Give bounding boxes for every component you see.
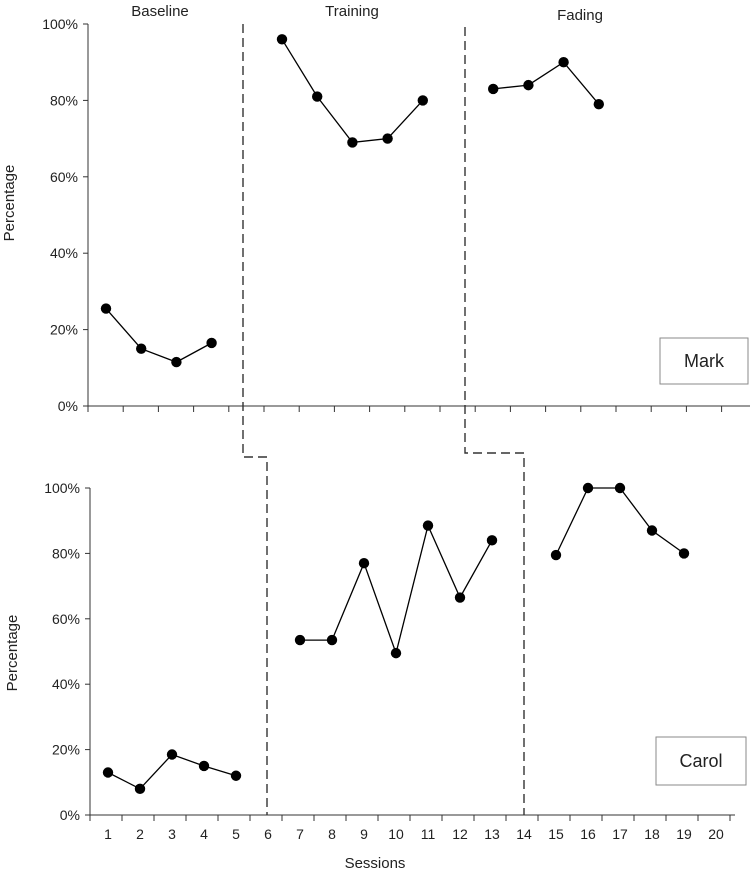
x-tick-label: 14 bbox=[516, 826, 532, 842]
data-point-mark-training bbox=[312, 91, 323, 102]
data-point-carol-training bbox=[422, 520, 434, 531]
phase-change-line-baseline-training bbox=[242, 24, 268, 815]
data-point-mark-training bbox=[417, 95, 428, 106]
phase-label-training: Training bbox=[325, 3, 379, 20]
participant-box-carol-frame bbox=[655, 736, 747, 786]
y-tick-label-carol: 80% bbox=[52, 545, 80, 561]
x-tick-label: 3 bbox=[168, 826, 176, 842]
data-point-carol-baseline bbox=[230, 770, 242, 781]
series-line-mark-baseline bbox=[105, 308, 212, 363]
data-point-carol-training bbox=[486, 535, 498, 546]
x-tick-label: 9 bbox=[360, 826, 368, 842]
data-point-carol-fading bbox=[550, 549, 562, 561]
x-tick-label: 13 bbox=[484, 826, 500, 842]
data-point-carol-training bbox=[390, 647, 402, 659]
x-tick-label: 16 bbox=[580, 826, 596, 842]
data-point-mark-baseline bbox=[171, 356, 182, 368]
data-point-carol-training bbox=[326, 634, 338, 646]
y-tick-label-mark: 80% bbox=[50, 92, 78, 108]
participant-box-mark-frame bbox=[659, 337, 749, 385]
y-tick-label-mark: 0% bbox=[58, 398, 78, 414]
participant-label-mark: Mark bbox=[684, 351, 725, 371]
x-tick-label: 11 bbox=[421, 826, 436, 842]
y-tick-label-mark: 40% bbox=[50, 245, 78, 261]
y-tick-label-carol: 20% bbox=[52, 742, 80, 758]
data-point-carol-training bbox=[454, 592, 466, 603]
y-axis-label-mark: Percentage bbox=[1, 165, 18, 242]
data-point-mark-training bbox=[276, 34, 288, 45]
data-point-mark-baseline bbox=[100, 303, 112, 314]
x-tick-label: 1 bbox=[104, 826, 112, 842]
series-line-carol-training bbox=[300, 523, 493, 656]
data-point-mark-baseline bbox=[136, 343, 147, 354]
x-tick-label: 8 bbox=[328, 826, 336, 842]
data-point-carol-fading bbox=[582, 482, 594, 494]
x-tick-label: 19 bbox=[676, 826, 692, 842]
data-point-carol-baseline bbox=[198, 760, 210, 772]
x-tick-label: 18 bbox=[644, 826, 660, 842]
data-point-carol-baseline bbox=[134, 783, 146, 795]
x-tick-label: 10 bbox=[388, 826, 404, 842]
phase-change-lines bbox=[242, 24, 525, 815]
x-tick-label: 2 bbox=[136, 826, 144, 842]
x-tick-label: 7 bbox=[296, 826, 304, 842]
data-point-carol-fading bbox=[678, 548, 690, 559]
participant-label-carol: Carol bbox=[679, 751, 722, 771]
series-line-carol-fading bbox=[555, 487, 685, 556]
phase-label-baseline: Baseline bbox=[131, 3, 189, 20]
data-point-carol-baseline bbox=[102, 767, 114, 778]
x-tick-label: 6 bbox=[264, 826, 272, 842]
data-point-carol-fading bbox=[646, 525, 658, 536]
data-point-mark-fading bbox=[523, 79, 534, 91]
series-mark bbox=[100, 34, 604, 368]
y-tick-label-carol: 40% bbox=[52, 676, 80, 692]
series-carol bbox=[102, 482, 690, 795]
x-axis-label: Sessions bbox=[345, 855, 406, 872]
x-tick-label: 5 bbox=[232, 826, 240, 842]
y-tick-label-mark: 60% bbox=[50, 169, 78, 185]
phase-label-fading: Fading bbox=[557, 7, 603, 24]
y-tick-label-mark: 100% bbox=[42, 16, 78, 32]
data-point-carol-baseline bbox=[166, 749, 178, 760]
x-tick-label: 15 bbox=[548, 826, 564, 842]
data-point-carol-training bbox=[294, 634, 306, 646]
phase-change-line-training-fading bbox=[464, 27, 525, 815]
participant-box-carol: Carol bbox=[655, 736, 747, 786]
panel-carol: Percentage 0%20%40%60%80%100%1 2 3 4 5 6 7 8 9 10… bbox=[4, 480, 747, 872]
x-tick-label: 4 bbox=[200, 826, 208, 842]
data-point-mark-baseline bbox=[206, 337, 217, 349]
y-axis-label-carol: Percentage bbox=[4, 615, 21, 692]
data-point-mark-fading bbox=[593, 99, 604, 110]
y-tick-label-carol: 0% bbox=[60, 807, 80, 823]
data-point-carol-training bbox=[358, 558, 370, 569]
data-point-mark-training bbox=[382, 133, 393, 144]
data-point-mark-fading bbox=[558, 57, 569, 68]
series-line-mark-fading bbox=[493, 61, 600, 105]
data-point-mark-training bbox=[347, 137, 358, 148]
y-tick-label-carol: 100% bbox=[44, 480, 80, 496]
series-line-mark-training bbox=[281, 38, 424, 144]
data-point-mark-fading bbox=[488, 83, 499, 95]
y-tick-label-mark: 20% bbox=[50, 322, 78, 338]
axes-mark: 0% 20% 40% 60% 80% 100% bbox=[42, 16, 750, 414]
panel-mark: Percentage 0% 20% 40% 60% 80% 100% Mark bbox=[1, 16, 750, 414]
data-point-carol-fading bbox=[614, 482, 626, 494]
x-tick-label: 17 bbox=[612, 826, 628, 842]
x-tick-label: 20 bbox=[708, 826, 724, 842]
participant-box-mark: Mark bbox=[659, 337, 749, 385]
axes-carol: 0%20%40%60%80%100%1 2 3 4 5 6 7 8 9 10 11 12 13 14 15 1… bbox=[44, 480, 735, 842]
x-tick-label: 12 bbox=[452, 826, 468, 842]
y-tick-label-carol: 60% bbox=[52, 611, 80, 627]
